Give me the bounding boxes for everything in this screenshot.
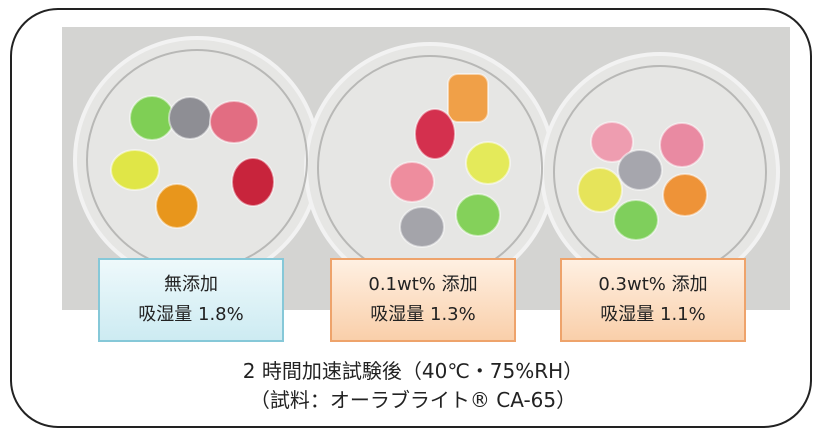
label-box: 無添加 吸湿量 1.8%	[98, 258, 284, 342]
figure: 無添加 吸湿量 1.8% 0.1wt% 添加 吸湿量 1.3% 0.3wt% 添…	[0, 0, 826, 414]
label-line: 吸湿量 1.1%	[600, 300, 705, 330]
label-line: 吸湿量 1.8%	[138, 300, 243, 330]
caption: （試料：オーラブライト® CA-65）	[0, 384, 826, 413]
caption: 2 時間加速試験後（40℃・75%RH）	[0, 355, 826, 384]
label-line: 0.3wt% 添加	[598, 270, 707, 300]
label-line: 0.1wt% 添加	[368, 270, 477, 300]
label-line: 吸湿量 1.3%	[370, 300, 475, 330]
label-box: 0.1wt% 添加 吸湿量 1.3%	[330, 258, 516, 342]
label-line: 無添加	[164, 270, 218, 300]
label-box: 0.3wt% 添加 吸湿量 1.1%	[560, 258, 746, 342]
photo	[0, 0, 826, 414]
